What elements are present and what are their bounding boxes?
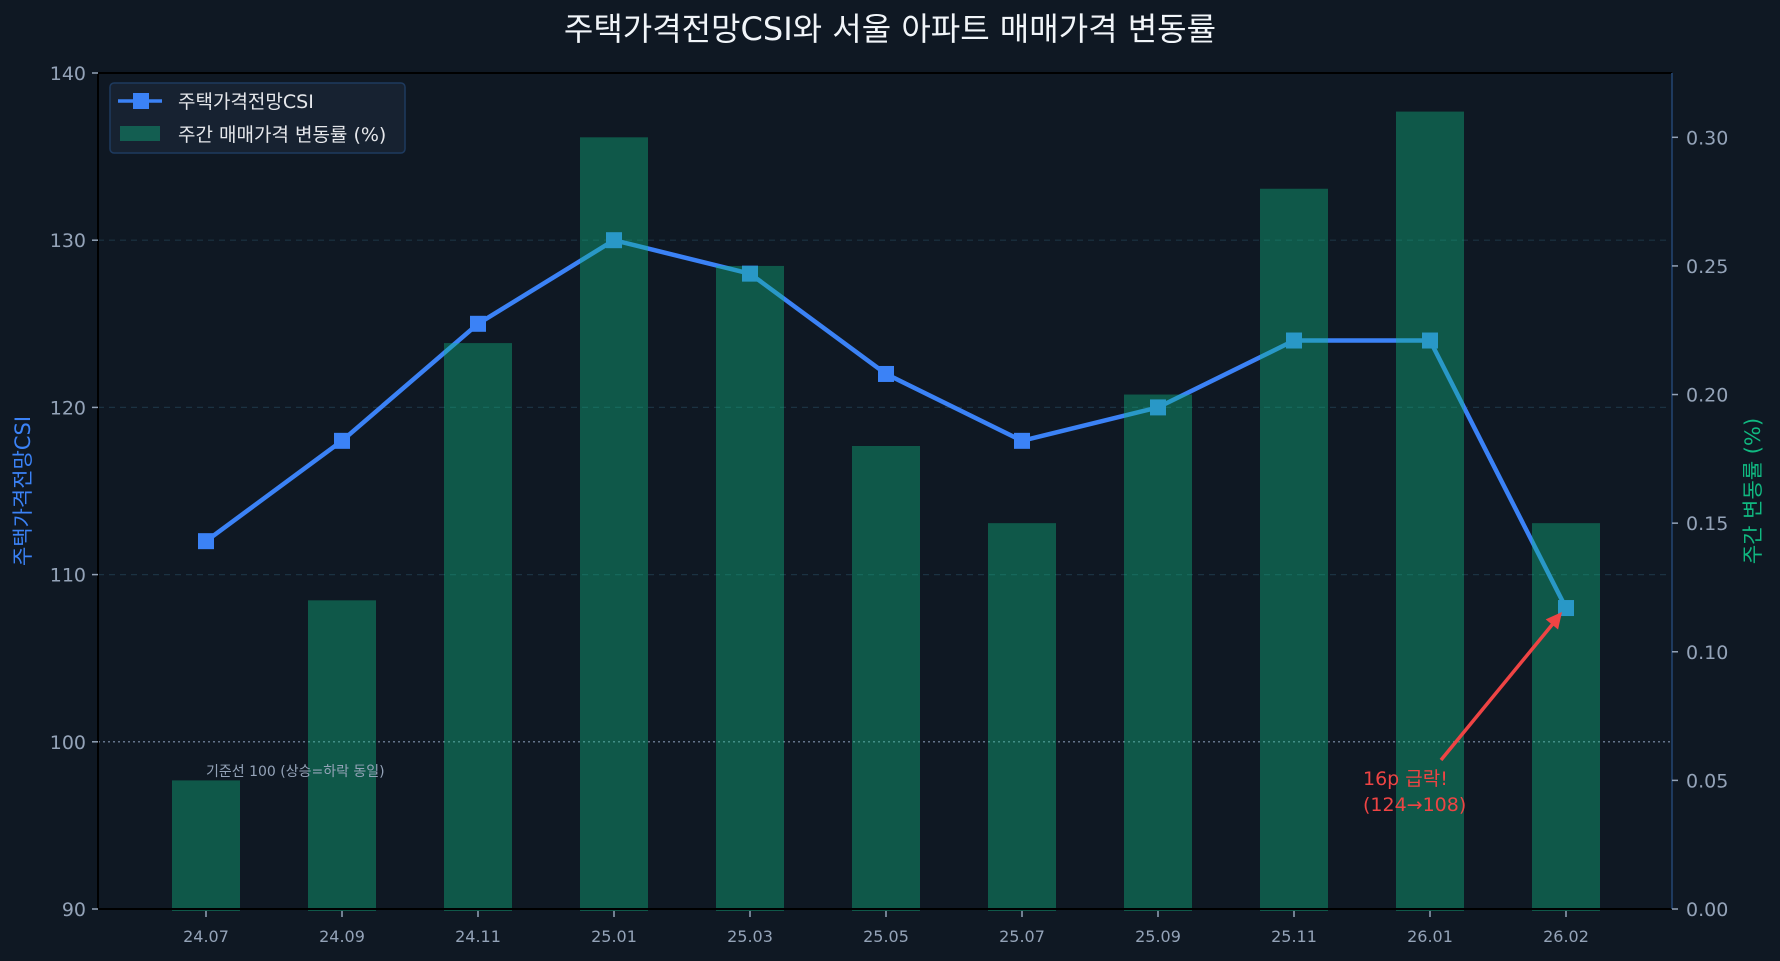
- x-tick-label: 25.05: [863, 927, 909, 946]
- annotation-arrowhead-icon: [1545, 612, 1562, 630]
- csi-square-marker: [606, 232, 622, 249]
- axes: 90 100 110 120 130 140 0.00 0.05 0.10 0.15 0.20 0.2…: [50, 63, 1729, 946]
- price-change-bar: [1260, 188, 1328, 911]
- y-tick-label-left: 120: [50, 397, 86, 419]
- csi-square-marker: [878, 365, 894, 382]
- y-tick-label-right: 0.10: [1686, 642, 1728, 664]
- price-change-bar: [308, 600, 376, 911]
- annotation-text-line1: 16p 급락!: [1363, 768, 1448, 790]
- y-tick-label-left: 100: [50, 732, 86, 754]
- y-tick-label-right: 0.05: [1686, 770, 1728, 792]
- price-change-bar: [580, 137, 648, 912]
- y-tick-label-right: 0.15: [1686, 513, 1728, 535]
- x-tick-label: 24.11: [455, 927, 501, 946]
- csi-line-series: [198, 232, 1574, 617]
- price-change-bar: [852, 445, 920, 911]
- x-tick-label: 24.09: [319, 927, 365, 946]
- y-tick-label-left: 90: [62, 899, 86, 921]
- csi-square-marker: [470, 315, 486, 332]
- legend-bar-swatch-icon: [120, 126, 160, 141]
- annotation-arrow-shaft: [1439, 618, 1558, 762]
- y-tick-label-left: 130: [50, 230, 86, 252]
- x-tick-label: 25.11: [1271, 927, 1317, 946]
- y-tick-label-right: 0.25: [1686, 256, 1728, 278]
- price-change-bar: [172, 780, 240, 911]
- legend-label-csi: 주택가격전망CSI: [178, 91, 314, 113]
- price-change-bar: [1396, 111, 1464, 912]
- csi-square-marker: [742, 265, 758, 282]
- x-tick-label: 26.01: [1407, 927, 1453, 946]
- grid-lines: [98, 239, 1672, 576]
- y-tick-label-right: 0.00: [1686, 899, 1728, 921]
- csi-square-marker: [198, 533, 214, 550]
- legend-box: [109, 82, 406, 154]
- y-tick-label-right: 0.30: [1686, 127, 1728, 149]
- price-change-bar: [988, 523, 1056, 911]
- price-change-bar: [716, 265, 784, 911]
- price-change-bar: [1532, 523, 1600, 911]
- csi-square-marker: [1150, 399, 1166, 416]
- x-tick-label: 25.09: [1135, 927, 1181, 946]
- csi-square-marker: [1014, 432, 1030, 449]
- price-change-bar: [444, 343, 512, 912]
- legend: 주택가격전망CSI 주간 매매가격 변동률 (%): [109, 82, 406, 154]
- reference-line-label: 기준선 100 (상승=하락 동일): [206, 764, 385, 780]
- y-tick-label-left: 140: [50, 63, 86, 85]
- csi-square-marker: [334, 432, 350, 449]
- annotation-drop: [1439, 612, 1562, 762]
- x-tick-label: 25.03: [727, 927, 773, 946]
- y-tick-label-left: 110: [50, 565, 86, 587]
- annotation-text-line2: (124→108): [1363, 794, 1466, 816]
- legend-square-marker-icon: [133, 93, 149, 109]
- csi-square-marker: [1422, 332, 1438, 349]
- chart-title: 주택가격전망CSI와 서울 아파트 매매가격 변동률: [564, 10, 1216, 48]
- price-change-bar-series: [172, 111, 1600, 912]
- y-axis-label-left: 주택가격전망CSI: [11, 416, 35, 566]
- price-change-bar: [1124, 394, 1192, 911]
- legend-label-price-change: 주간 매매가격 변동률 (%): [178, 124, 386, 146]
- x-tick-label: 26.02: [1543, 927, 1589, 946]
- x-tick-label: 25.07: [999, 927, 1045, 946]
- x-tick-label: 24.07: [183, 927, 229, 946]
- x-tick-label: 25.01: [591, 927, 637, 946]
- legend-item-price-change: 주간 매매가격 변동률 (%): [120, 124, 386, 146]
- y-axis-label-right: 주간 변동률 (%): [1741, 418, 1765, 564]
- legend-item-csi: 주택가격전망CSI: [118, 91, 314, 113]
- csi-square-marker: [1286, 332, 1302, 349]
- y-tick-label-right: 0.20: [1686, 385, 1728, 407]
